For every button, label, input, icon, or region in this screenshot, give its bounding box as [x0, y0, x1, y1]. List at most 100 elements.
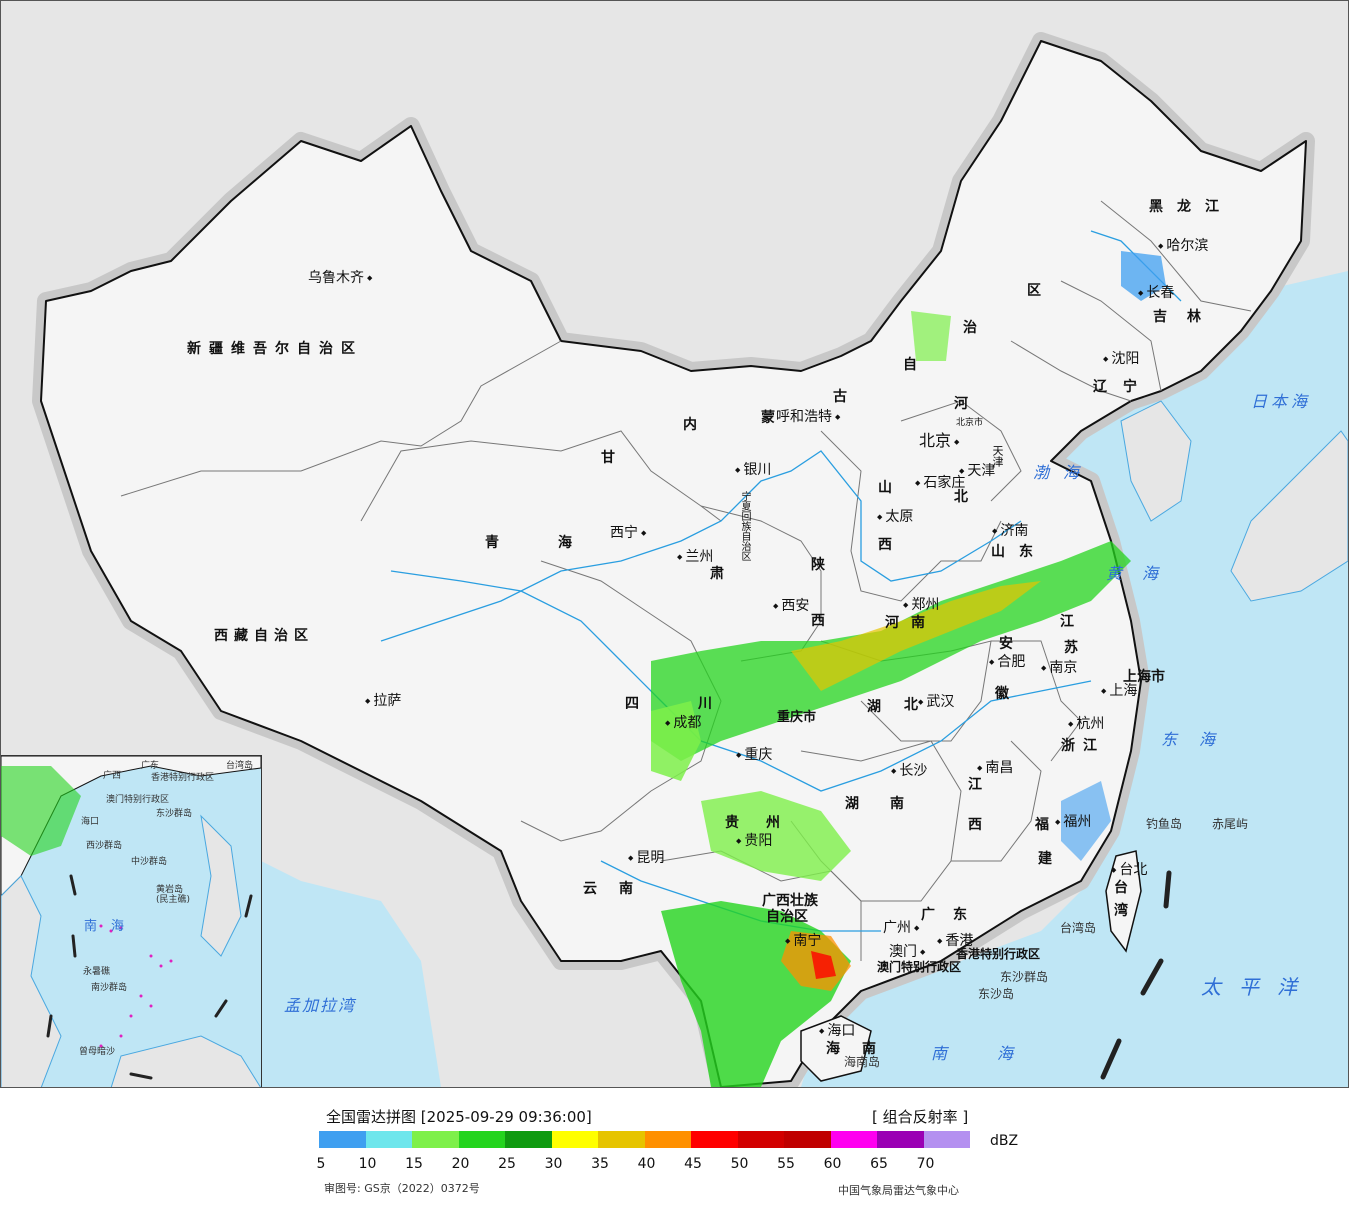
- prov-hunan-2: 南: [890, 796, 904, 812]
- city-beijing: 北京: [919, 433, 959, 449]
- city-lhasa: 拉萨: [365, 694, 401, 708]
- inset-zhongsha: 中沙群岛: [131, 857, 168, 867]
- scale-tick-10: 10: [358, 1156, 377, 1172]
- sea-pacific: 太平洋: [1201, 975, 1315, 999]
- scale-tick-20: 20: [451, 1156, 470, 1172]
- city-nanning: 南宁: [785, 934, 821, 948]
- prov-sichuan-2: 川: [698, 696, 712, 712]
- scale-swatch-50: [737, 1131, 784, 1148]
- prov-neimeng-2: 蒙: [761, 410, 775, 426]
- inset-echo: [1, 766, 81, 856]
- legend-unit: dBZ: [990, 1133, 1019, 1149]
- legend-panel: 全国雷达拼图 [2025-09-29 09:36:00] [ 组合反射率 ] 5…: [0, 1088, 1349, 1208]
- city-chengdu: 成都: [665, 716, 701, 730]
- city-chongqing: 重庆: [736, 748, 772, 762]
- prov-hk-region: 香港特别行政区: [956, 947, 1041, 961]
- city-guangzhou: 广州: [883, 921, 919, 935]
- scale-swatch-20: [458, 1131, 505, 1148]
- city-jinan: 济南: [992, 524, 1028, 538]
- scale-swatch-5: [319, 1131, 366, 1148]
- scale-tick-70: 70: [916, 1156, 935, 1172]
- city-changsha: 长沙: [891, 764, 927, 778]
- city-zhengzhou: 郑州: [903, 598, 939, 612]
- sea-east: 东海: [1161, 730, 1238, 749]
- island-dongsha-2: 东沙岛: [978, 987, 1015, 1001]
- echo-neimeng: [911, 311, 951, 361]
- island-hainan: 海南岛: [844, 1055, 881, 1069]
- prov-gansu-2: 肃: [710, 566, 724, 582]
- prov-guangxi-2: 自治区: [766, 909, 808, 925]
- city-lanzhou: 兰州: [677, 550, 713, 564]
- island-chiwei: 赤尾屿: [1212, 817, 1249, 831]
- scale-tick-25: 25: [498, 1156, 516, 1172]
- scale-swatch-60: [830, 1131, 877, 1148]
- inset-borneo: [110, 1035, 261, 1087]
- prov-hainan-1: 海: [826, 1041, 840, 1057]
- city-kunming: 昆明: [628, 851, 664, 865]
- inset-zengmu: 曾母暗沙: [79, 1047, 116, 1057]
- prov-neimeng-4: 自: [903, 357, 917, 373]
- scale-swatch-30: [551, 1131, 598, 1148]
- city-tianjin: 天津: [959, 464, 995, 478]
- prov-neimeng-3: 古: [833, 389, 847, 405]
- sea-bengal: 孟加拉湾: [284, 996, 357, 1015]
- japan-land: [1230, 430, 1348, 602]
- scale-tick-65: 65: [870, 1156, 888, 1172]
- city-hongkong: 香港: [937, 934, 973, 948]
- city-taiyuan: 太原: [877, 510, 913, 524]
- prov-hubei-2: 北: [904, 697, 918, 713]
- city-urumqi: 乌鲁木齐: [308, 271, 372, 285]
- radar-map: 乌鲁木齐 拉萨 西宁 兰州 银川 呼和浩特 北京 北京市 天津 石家庄 太原 济…: [0, 0, 1349, 1088]
- prov-neimeng-1: 内: [683, 417, 697, 433]
- prov-yunnan: 云南: [583, 881, 655, 897]
- prov-hebei-2: 北: [954, 489, 968, 505]
- prov-taiwan-1: 台: [1114, 880, 1128, 896]
- city-wuhan: 武汉: [918, 695, 954, 709]
- scale-swatch-65: [877, 1131, 924, 1148]
- scale-tick-40: 40: [637, 1156, 656, 1172]
- scale-swatch-40: [644, 1131, 691, 1148]
- inset-minzhu: (民主礁): [156, 895, 191, 905]
- scale-swatch-45: [691, 1131, 738, 1148]
- color-scale-bar: [319, 1131, 970, 1148]
- island-diaoyu: 钓鱼岛: [1146, 817, 1183, 831]
- scale-swatch-55: [784, 1131, 831, 1148]
- scale-swatch-70: [923, 1131, 970, 1148]
- city-shenyang: 沈阳: [1103, 352, 1139, 366]
- prov-hubei-1: 湖: [867, 699, 881, 715]
- korea-peninsula: [1120, 400, 1192, 522]
- prov-jiangxi-2: 西: [968, 817, 982, 833]
- city-nanchang: 南昌: [977, 761, 1013, 775]
- city-hohhot: 呼和浩特: [776, 410, 840, 424]
- city-hangzhou: 杭州: [1068, 717, 1104, 731]
- legend-title: 全国雷达拼图 [2025-09-29 09:36:00]: [326, 1108, 592, 1126]
- scale-swatch-25: [505, 1131, 552, 1148]
- prov-sichuan-1: 四: [625, 696, 639, 712]
- prov-neimeng-5: 治: [963, 320, 977, 336]
- city-harbin: 哈尔滨: [1158, 239, 1208, 253]
- city-changchun: 长春: [1138, 286, 1174, 300]
- scale-tick-35: 35: [591, 1156, 609, 1172]
- prov-fujian-2: 建: [1038, 851, 1052, 867]
- inset-indochina: [1, 875, 62, 1087]
- city-xining: 西宁: [610, 526, 646, 540]
- prov-shaanxi-2: 西: [811, 613, 825, 629]
- prov-hunan-1: 湖: [845, 796, 859, 812]
- echo-band-central-strong: [791, 581, 1041, 691]
- island-taiwan: 台湾岛: [1060, 921, 1097, 935]
- prov-guangdong: 广东: [921, 907, 985, 923]
- inset-nansha: 南沙群岛: [91, 983, 128, 993]
- prov-gansu-1: 甘: [601, 450, 615, 466]
- sea-bohai: 渤海: [1033, 463, 1094, 482]
- city-guiyang: 贵阳: [736, 834, 772, 848]
- city-haikou: 海口: [819, 1024, 855, 1038]
- prov-jiangsu-1: 江: [1060, 614, 1074, 630]
- prov-zhejiang: 浙江: [1061, 738, 1105, 754]
- prov-chongqing: 重庆市: [777, 710, 817, 725]
- prov-xinjiang: 新疆维吾尔自治区: [187, 341, 363, 357]
- inset-huangyan: 黄岩岛: [156, 885, 184, 895]
- inset-dashes: [46, 874, 253, 1080]
- scale-tick-5: 5: [316, 1156, 326, 1172]
- prov-ningxia: 宁夏回族自治区: [739, 491, 750, 561]
- prov-liaoning: 辽宁: [1093, 379, 1153, 395]
